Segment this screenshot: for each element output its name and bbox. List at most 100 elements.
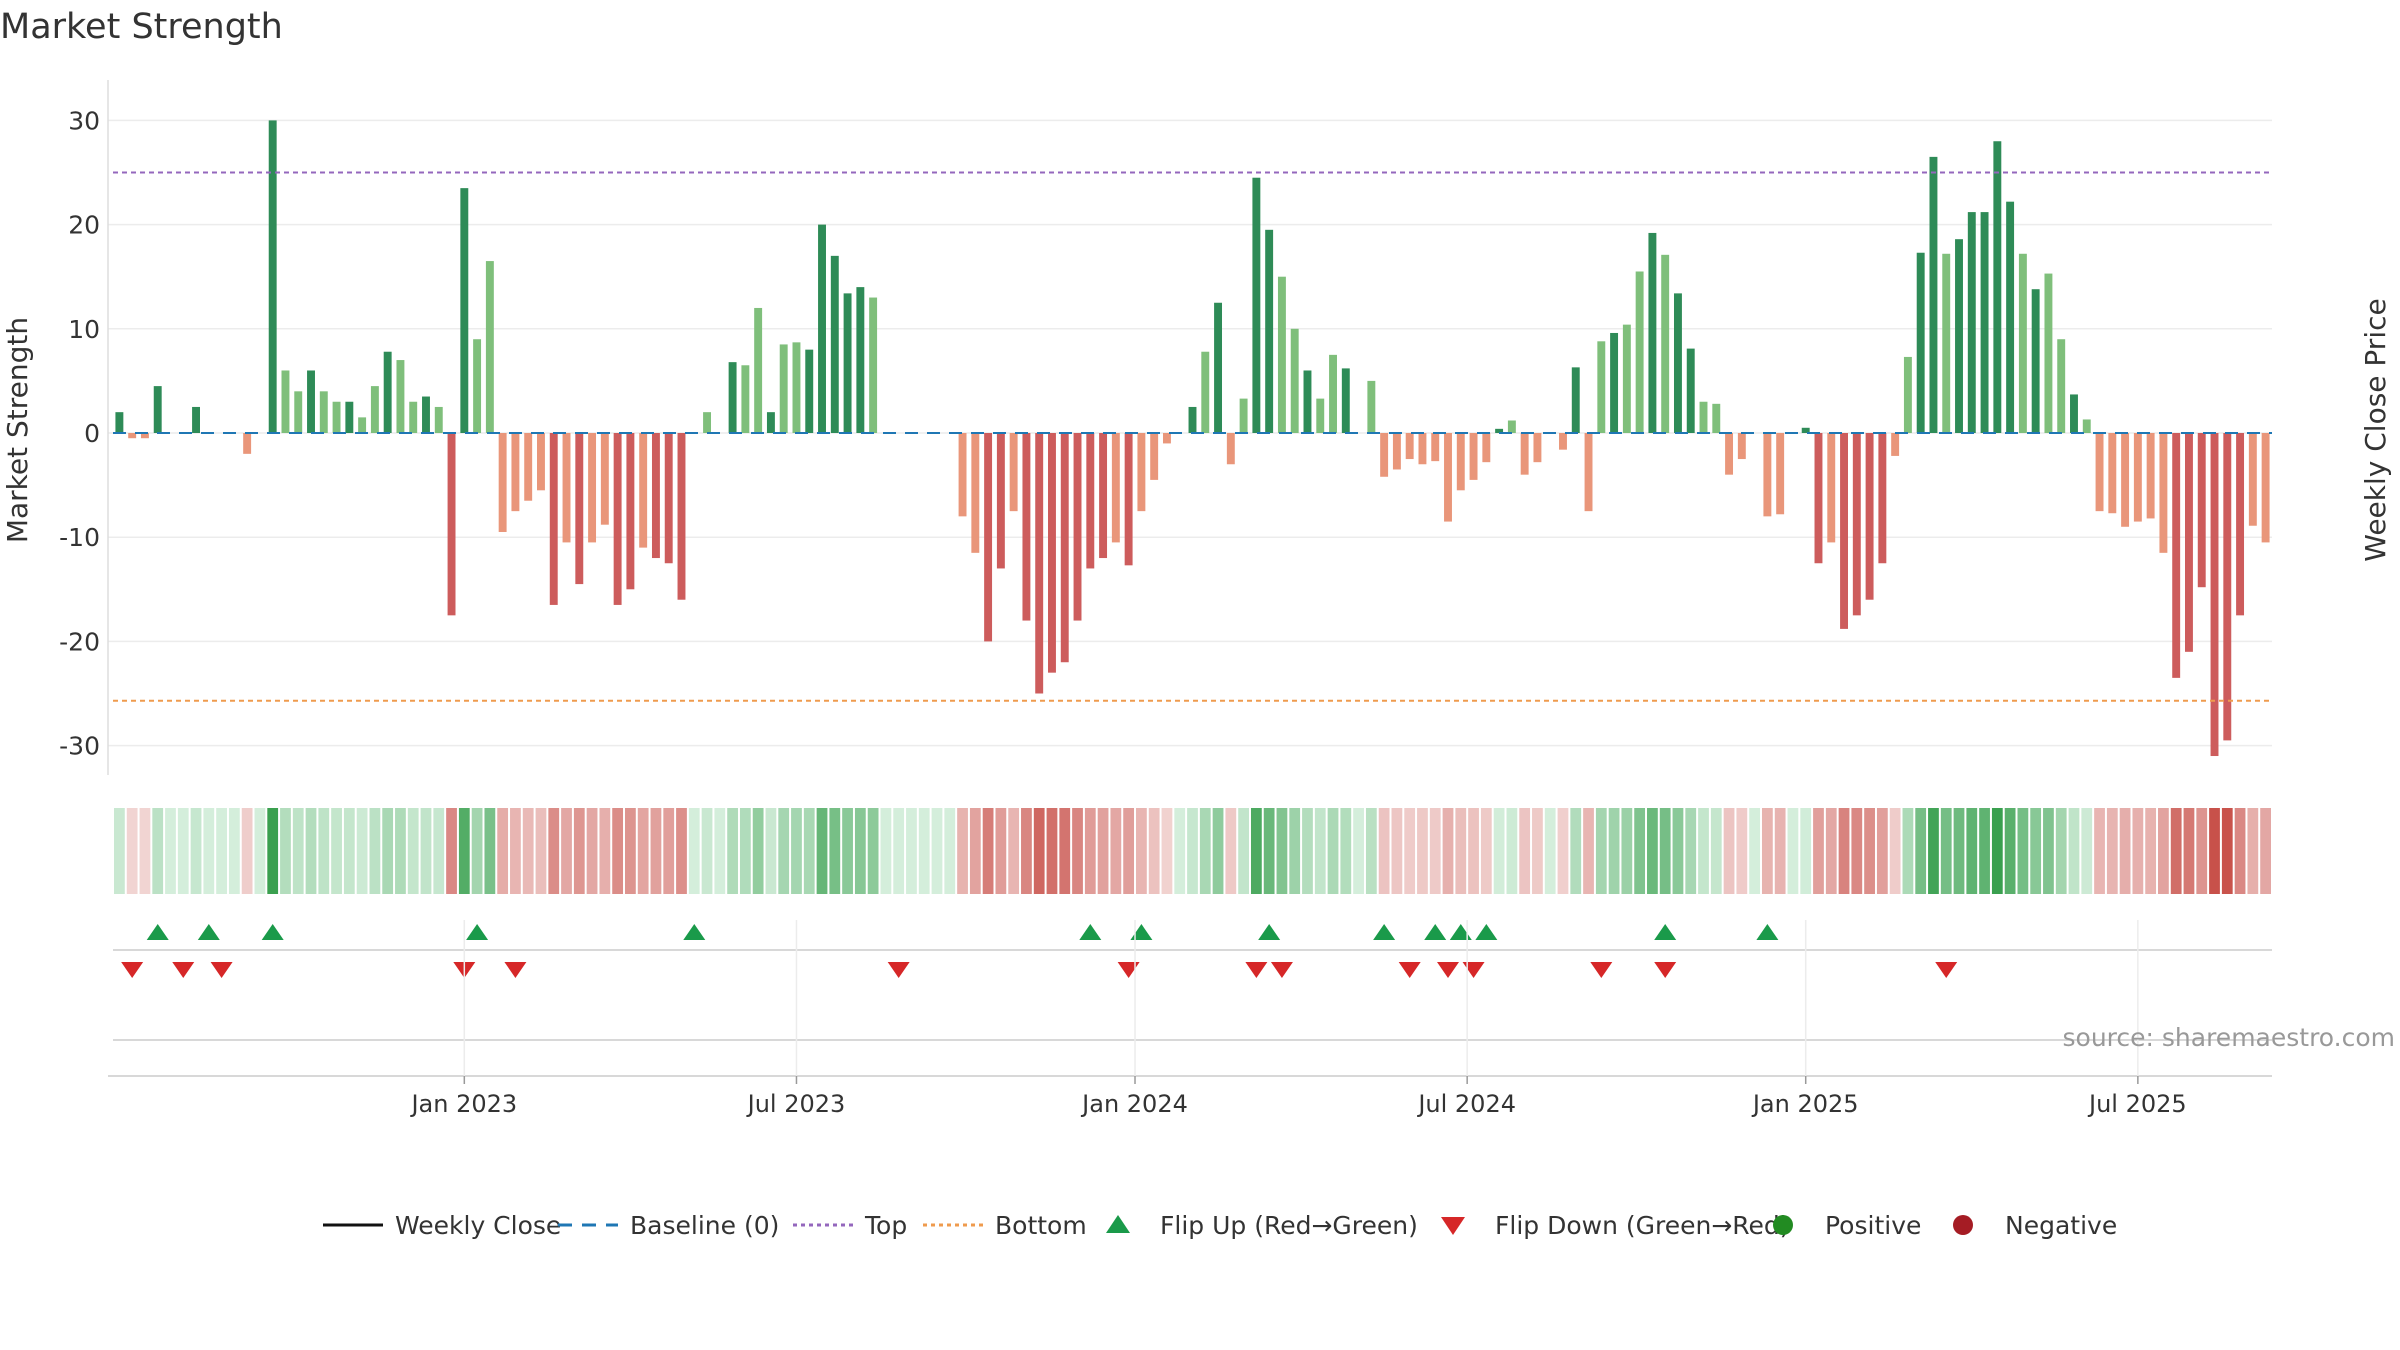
strip-cell xyxy=(625,808,636,894)
strength-bar xyxy=(1814,433,1823,564)
strength-bar xyxy=(243,433,252,454)
strip-cell xyxy=(1940,808,1952,894)
strength-bar xyxy=(409,401,418,433)
strength-bar xyxy=(2070,394,2078,433)
strength-bar xyxy=(1482,433,1491,463)
strength-bar xyxy=(805,349,814,433)
strength-bar xyxy=(281,370,290,433)
strip-cell xyxy=(1021,808,1032,894)
strength-bar xyxy=(1444,433,1452,522)
left-tick-label: 0 xyxy=(84,419,100,448)
strip-cell xyxy=(305,808,317,894)
strip-cell xyxy=(1276,808,1288,894)
strength-bar xyxy=(128,433,137,439)
strength-bar xyxy=(1099,433,1108,559)
strip-cell xyxy=(2106,808,2118,894)
strip-cell xyxy=(2068,808,2080,894)
strip-cell xyxy=(1340,808,1352,894)
strip-cell xyxy=(1059,808,1071,894)
strip-cell xyxy=(599,808,611,894)
flip-down-marker xyxy=(1462,962,1485,978)
strip-cell xyxy=(778,808,790,894)
strip-cell xyxy=(177,808,189,894)
strength-bar xyxy=(1916,252,1925,433)
strength-bar xyxy=(1303,370,1312,433)
strip-cell xyxy=(1787,808,1799,894)
legend-label: Top xyxy=(864,1211,907,1240)
strength-bar xyxy=(1610,332,1619,433)
strip-cell xyxy=(356,808,368,894)
strip-cell xyxy=(1148,808,1160,894)
legend: Weekly Close Baseline (0) Top Bottom Flip Up… xyxy=(323,1211,2117,1240)
strip-cell xyxy=(535,808,547,894)
strip-cell xyxy=(1761,808,1773,894)
strength-bar xyxy=(1584,433,1593,512)
strength-bar xyxy=(1852,433,1861,616)
strip-cell xyxy=(369,808,381,894)
strip-cell xyxy=(561,808,572,894)
strength-bar xyxy=(766,412,775,433)
strip-cell xyxy=(2183,808,2195,894)
strength-bar xyxy=(396,360,405,433)
strength-bar xyxy=(1495,428,1504,433)
strength-bar xyxy=(1929,156,1938,433)
strength-bar xyxy=(1418,433,1427,465)
strip-cell xyxy=(727,808,738,894)
strip-cell xyxy=(1417,808,1428,894)
strip-cell xyxy=(586,808,598,894)
strength-bars xyxy=(115,120,2270,757)
flip-up-marker xyxy=(261,924,284,940)
flip-down-marker xyxy=(1270,962,1293,978)
strip-cell xyxy=(931,808,943,894)
legend-label: Positive xyxy=(1825,1211,1921,1240)
x-tick-label: Jan 2025 xyxy=(1751,1090,1859,1118)
left-tick-label: 10 xyxy=(68,315,100,344)
flip-down-marker xyxy=(1654,962,1677,978)
strength-bar xyxy=(1878,433,1887,564)
strip-cell xyxy=(1659,808,1671,894)
strip-cell xyxy=(1557,808,1569,894)
flip-down-marker xyxy=(172,962,195,978)
flip-up-marker xyxy=(197,924,220,940)
strip-cell xyxy=(2158,808,2169,894)
legend-item: Bottom xyxy=(923,1211,1087,1240)
strength-bar xyxy=(1865,433,1874,600)
strip-cell xyxy=(1800,808,1812,894)
strength-bar xyxy=(345,401,354,433)
strip-cell xyxy=(228,808,240,894)
strip-cell xyxy=(2004,808,2016,894)
flip-up-marker xyxy=(1475,924,1498,940)
legend-item: Flip Up (Red→Green) xyxy=(1106,1211,1418,1240)
strip-cell xyxy=(1851,808,1863,894)
strip-cell xyxy=(1864,808,1875,894)
legend-triangle-down xyxy=(1441,1217,1465,1235)
strip-cell xyxy=(1250,808,1262,894)
strip-cell xyxy=(1774,808,1786,894)
strength-bar xyxy=(562,433,571,543)
strength-bar xyxy=(1073,433,1082,621)
strength-bar xyxy=(1686,348,1695,433)
strength-bar xyxy=(434,406,443,433)
strip-cell xyxy=(1123,808,1135,894)
strength-bar xyxy=(1699,401,1708,433)
strip-cell xyxy=(139,808,151,894)
strip-cell xyxy=(1072,808,1083,894)
strength-bar xyxy=(1980,212,1989,433)
strip-cell xyxy=(957,808,968,894)
strip-cell xyxy=(1723,808,1735,894)
strength-bar xyxy=(2197,433,2206,588)
x-tick-label: Jul 2023 xyxy=(746,1090,846,1118)
strip-cell xyxy=(1302,808,1313,894)
strip-cell xyxy=(1876,808,1888,894)
source-note: source: sharemaestro.com xyxy=(2063,1023,2396,1052)
flip-down-marker xyxy=(1590,962,1613,978)
strip-cell xyxy=(1506,808,1518,894)
strength-bar xyxy=(1942,253,1951,433)
strip-cell xyxy=(1365,808,1377,894)
strength-bar xyxy=(1469,433,1478,480)
strength-bar xyxy=(664,433,673,564)
x-tick-label: Jul 2025 xyxy=(2087,1090,2187,1118)
flip-up-marker xyxy=(1654,924,1677,940)
strength-bar xyxy=(1226,433,1235,465)
strength-bar xyxy=(1111,433,1120,543)
